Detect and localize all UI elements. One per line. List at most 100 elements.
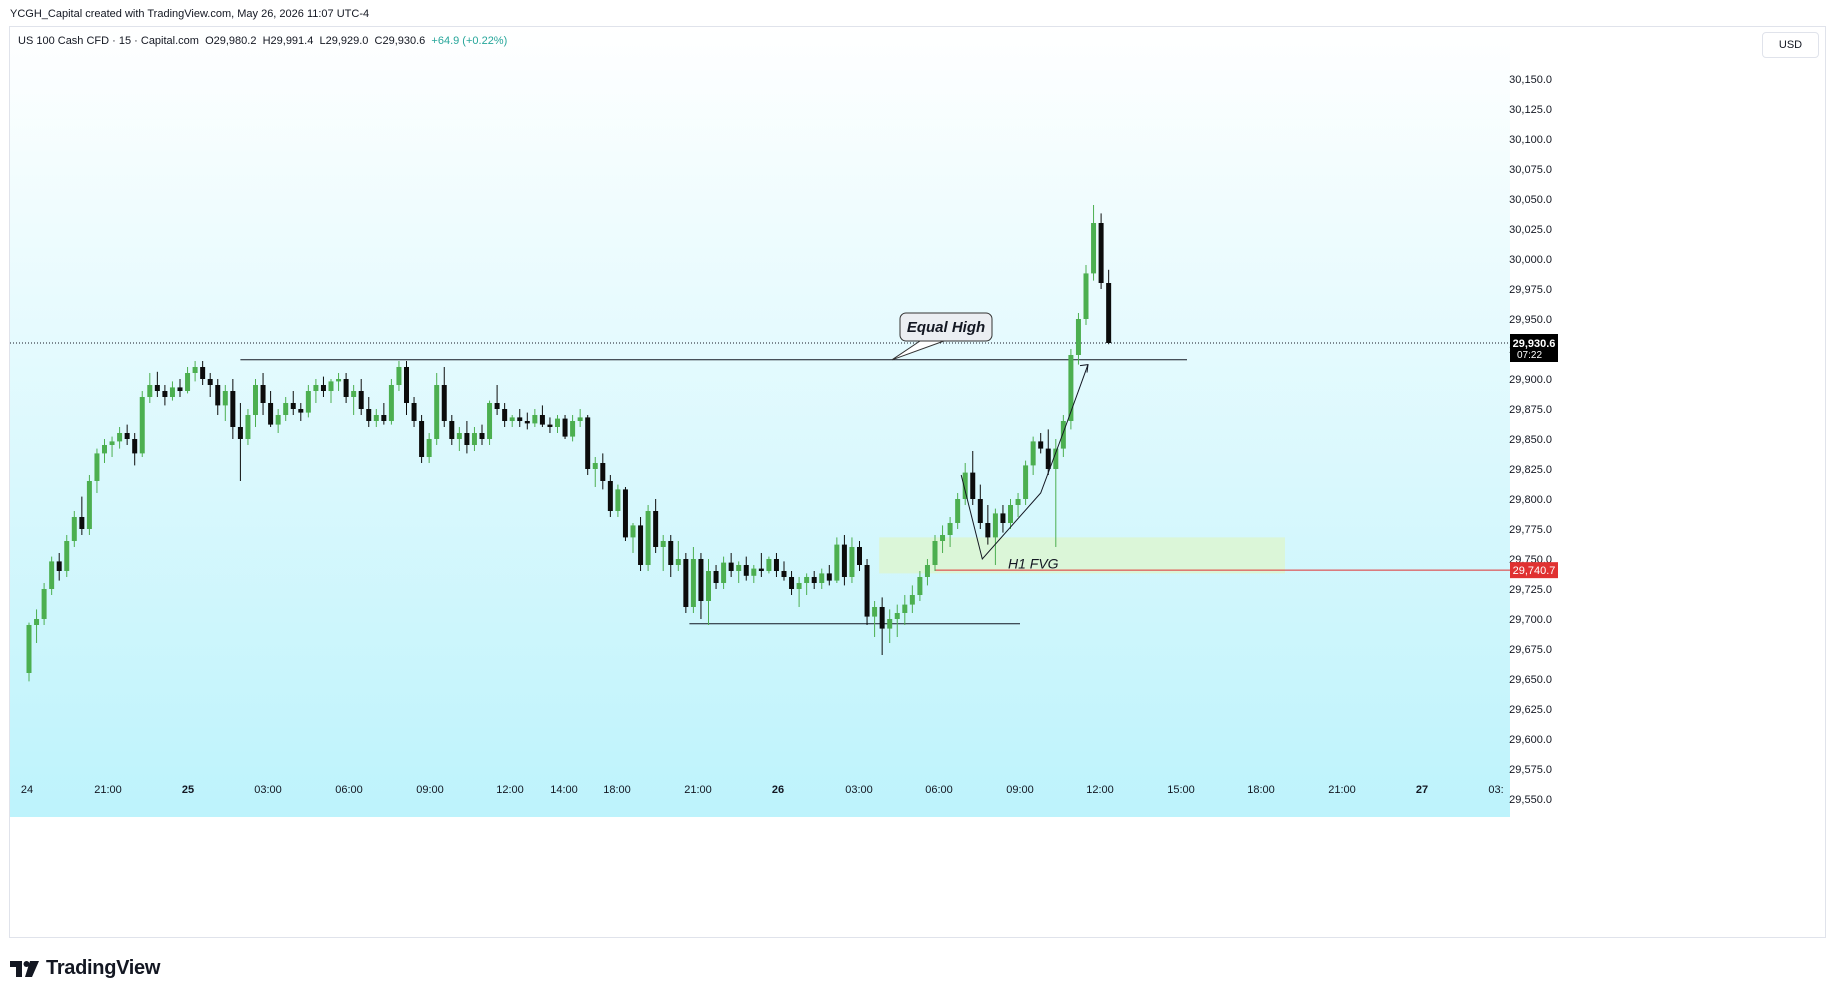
candle[interactable] [283, 397, 289, 421]
candle[interactable] [879, 597, 885, 655]
candle[interactable] [456, 427, 462, 451]
candle[interactable] [494, 385, 500, 415]
candle[interactable] [789, 571, 795, 595]
candle[interactable] [1015, 493, 1021, 517]
candle[interactable] [577, 409, 583, 427]
candle[interactable] [570, 415, 576, 442]
candle[interactable] [592, 457, 598, 487]
candle[interactable] [441, 367, 447, 427]
time-axis[interactable]: 24 21:00 25 03:00 06:00 09:00 12:00 14:00 18:00 2… [10, 784, 1826, 938]
candle[interactable] [932, 535, 938, 571]
candle[interactable] [743, 556, 749, 581]
candle[interactable] [200, 361, 206, 385]
symbol-name[interactable]: US 100 Cash CFD · 15 · Capital.com [18, 35, 199, 47]
candle[interactable] [471, 427, 477, 451]
candle[interactable] [675, 541, 681, 571]
candle[interactable] [487, 400, 493, 445]
candle[interactable] [811, 571, 817, 589]
candle[interactable] [698, 553, 704, 619]
candle[interactable] [600, 453, 606, 490]
candle[interactable] [1060, 415, 1066, 457]
candle[interactable] [71, 511, 77, 547]
candle[interactable] [411, 397, 417, 427]
candle[interactable] [524, 412, 530, 430]
candle[interactable] [796, 577, 802, 607]
candle[interactable] [683, 553, 689, 613]
candle[interactable] [388, 379, 394, 425]
candle[interactable] [381, 403, 387, 425]
candle[interactable] [426, 433, 432, 463]
candle[interactable] [713, 565, 719, 589]
candle[interactable] [185, 367, 191, 394]
candle[interactable] [313, 379, 319, 403]
candle[interactable] [215, 379, 221, 415]
candle[interactable] [479, 424, 485, 445]
candle[interactable] [894, 604, 900, 637]
candle[interactable] [1000, 505, 1006, 533]
candle[interactable] [207, 373, 213, 397]
candle[interactable] [419, 415, 425, 463]
candle[interactable] [222, 385, 228, 421]
candle[interactable] [336, 373, 342, 391]
candle[interactable] [736, 561, 742, 583]
candle[interactable] [547, 417, 553, 433]
candle[interactable] [298, 403, 304, 421]
candle[interactable] [668, 535, 674, 577]
candle[interactable] [653, 499, 659, 553]
candle[interactable] [947, 517, 953, 547]
price-axis[interactable]: 29,550.0 29,575.0 29,600.0 29,625.0 29,650.0… [1509, 27, 1826, 938]
candle[interactable] [169, 381, 175, 401]
candle[interactable] [351, 385, 357, 415]
candle[interactable] [343, 373, 349, 403]
tradingview-logo[interactable]: TradingView [10, 957, 160, 980]
candle[interactable] [275, 409, 281, 433]
candle[interactable] [992, 508, 998, 565]
candle[interactable] [728, 553, 734, 577]
candle[interactable] [758, 553, 764, 577]
candle[interactable] [253, 379, 258, 427]
candle[interactable] [434, 373, 440, 445]
candle[interactable] [41, 583, 47, 625]
currency-button[interactable]: USD [1762, 32, 1819, 58]
candle[interactable] [328, 379, 334, 403]
candle[interactable] [192, 361, 198, 382]
last-price-tag[interactable] [1510, 334, 1558, 362]
candle[interactable] [1068, 349, 1074, 430]
candle[interactable] [955, 493, 961, 529]
candle[interactable] [607, 475, 613, 517]
candle[interactable] [585, 415, 591, 475]
candle[interactable] [237, 403, 243, 481]
candle[interactable] [56, 553, 62, 581]
candlestick-chart[interactable]: Equal High H1 FVG 29,550.0 29,575.0 29,600.… [10, 27, 1826, 938]
candle[interactable] [109, 436, 115, 457]
candle[interactable] [132, 433, 138, 466]
candle[interactable] [766, 556, 772, 574]
candle[interactable] [404, 361, 409, 415]
candle[interactable] [26, 622, 32, 682]
candle[interactable] [1098, 213, 1104, 289]
candle[interactable] [177, 379, 183, 397]
candle[interactable] [638, 517, 644, 571]
candle[interactable] [464, 421, 470, 454]
candle[interactable] [305, 385, 311, 418]
level-price-tag[interactable] [1510, 562, 1558, 579]
candle[interactable] [645, 505, 651, 571]
candle[interactable] [706, 559, 711, 625]
candle[interactable] [690, 547, 696, 613]
candle[interactable] [517, 409, 523, 427]
candle[interactable] [781, 561, 787, 581]
candle[interactable] [64, 535, 70, 577]
chart-area[interactable]: Equal High H1 FVG 29,550.0 29,575.0 29,600.… [9, 26, 1826, 938]
candle[interactable] [449, 415, 455, 445]
candle[interactable] [1091, 205, 1097, 281]
candle[interactable] [977, 484, 983, 529]
candle[interactable] [902, 595, 908, 625]
candle[interactable] [290, 391, 296, 415]
candle[interactable] [1008, 499, 1013, 529]
candle[interactable] [162, 385, 168, 406]
candle[interactable] [320, 376, 326, 397]
candle[interactable] [154, 371, 160, 397]
candle[interactable] [34, 609, 40, 643]
candle[interactable] [909, 585, 915, 613]
candle[interactable] [917, 571, 923, 601]
